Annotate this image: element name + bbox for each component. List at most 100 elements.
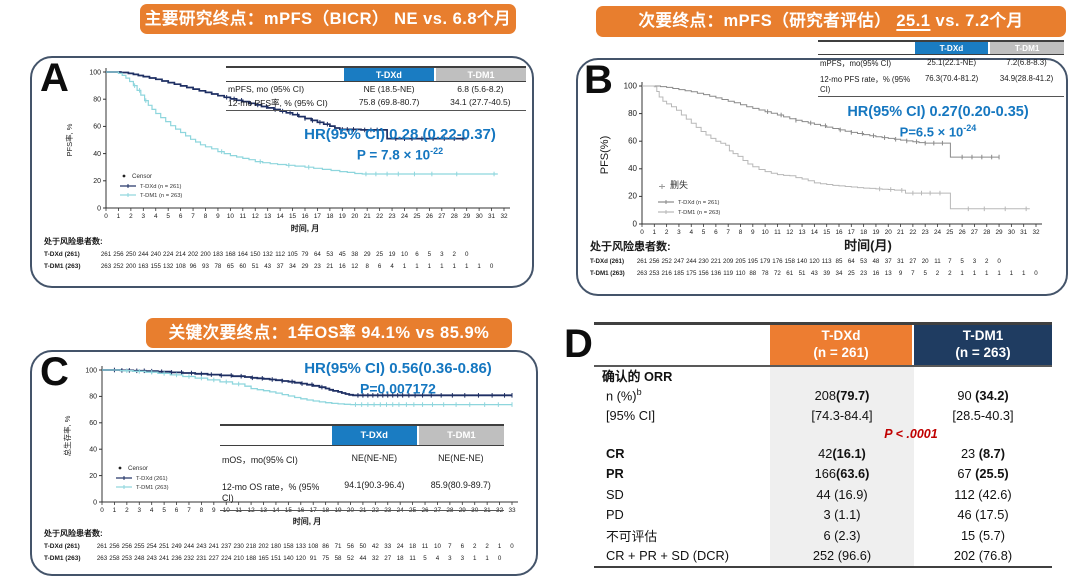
x-tick-label: 4 bbox=[689, 229, 693, 236]
x-tick-label: 19 bbox=[339, 213, 347, 220]
at-risk-row-label: T-DM1 (263) bbox=[44, 555, 80, 562]
x-tick-label: 13 bbox=[264, 213, 272, 220]
legend-censor-label: Censor bbox=[132, 173, 152, 180]
at-risk-value: 48 bbox=[872, 258, 879, 265]
x-tick-label: 13 bbox=[799, 229, 807, 236]
censor-legend-marker bbox=[122, 174, 126, 178]
at-risk-value: 261 bbox=[637, 258, 648, 265]
y-tick-label: 60 bbox=[628, 137, 637, 146]
x-tick-label: 6 bbox=[175, 507, 179, 514]
y-tick-label: 80 bbox=[93, 97, 101, 104]
at-risk-value: 250 bbox=[126, 251, 137, 258]
x-tick-label: 28 bbox=[451, 213, 459, 220]
inset-header-row: T-DXd T-DM1 bbox=[226, 68, 526, 82]
at-risk-value: 1 bbox=[485, 555, 489, 562]
at-risk-value: 31 bbox=[897, 258, 904, 265]
panel-b-frame bbox=[576, 58, 1068, 296]
at-risk-value: 58 bbox=[335, 555, 342, 562]
inset-stat-row: 12-mo OS rate，% (95% CI) 94.1(90.3-96.4) 8… bbox=[220, 473, 504, 510]
x-tick-label: 2 bbox=[125, 507, 129, 514]
panel-d: D T-DXd (n = 261) T-DM1 (n = 263) 确认的 ORR n (… bbox=[558, 316, 1070, 576]
at-risk-value: 0 bbox=[498, 555, 502, 562]
x-tick-label: 9 bbox=[212, 507, 216, 514]
at-risk-value: 2 bbox=[453, 251, 457, 258]
inset-stat-tdxd: 94.1(90.3-96.4) bbox=[344, 480, 405, 490]
at-risk-value: 151 bbox=[271, 555, 282, 562]
orr-pvalue-row: P < .0001 bbox=[594, 425, 1052, 443]
inset-stat-label: mPFS, mo (95% CI) bbox=[228, 83, 305, 94]
at-risk-value: 16 bbox=[339, 263, 346, 270]
at-risk-value: 10 bbox=[401, 251, 408, 258]
orr-cell-tdxd: 3 (1.1) bbox=[770, 504, 914, 525]
x-tick-label: 24 bbox=[401, 213, 409, 220]
orr-table-row: 不可评估 6 (2.3) 15 (5.7) bbox=[594, 524, 1052, 546]
at-risk-value: 1 bbox=[985, 270, 989, 277]
at-risk-value: 1 bbox=[473, 555, 477, 562]
at-risk-value: 132 bbox=[163, 263, 174, 270]
orr-row-label: PR bbox=[606, 466, 624, 481]
at-risk-value: 112 bbox=[275, 251, 285, 258]
orr-header-t-dxd: T-DXd (n = 261) bbox=[770, 325, 912, 365]
x-tick-label: 8 bbox=[739, 229, 743, 236]
inset-stat-row: mPFS，mo(95% CI) 25.1(22.1-NE) 7.2(6.8-8.3) bbox=[818, 55, 1064, 71]
at-risk-value: 140 bbox=[797, 258, 808, 265]
at-risk-value: 254 bbox=[147, 543, 158, 550]
orr-cell-tdm1: 67 (25.5) bbox=[957, 466, 1009, 481]
inset-stat-tdm1: 6.8 (5.6-8.2) bbox=[457, 83, 504, 94]
at-risk-value: 7 bbox=[911, 270, 915, 277]
x-tick-label: 6 bbox=[179, 213, 183, 220]
orr-cell-tdm1: 202 (76.8) bbox=[953, 548, 1013, 563]
legend-series-label: T-DXd (n = 261) bbox=[678, 200, 719, 206]
km-curve-t-dm1 bbox=[642, 85, 1030, 210]
at-risk-value: 42 bbox=[372, 543, 379, 550]
at-risk-value: 8 bbox=[365, 263, 369, 270]
panel-b-hr-annotation: HR(95% CI) 0.27(0.20-0.35) P=6.5 × 10-24 bbox=[810, 102, 1066, 142]
at-risk-value: 6 bbox=[415, 251, 419, 258]
legend-series-label: T-DM1 (n = 263) bbox=[678, 210, 720, 216]
legend-series-label: T-DM1 (n = 263) bbox=[140, 193, 182, 199]
y-tick-label: 100 bbox=[624, 81, 638, 90]
orr-cell-tdxd: 42 (16.1) bbox=[770, 442, 914, 464]
panel-a: 主要研究终点：mPFS（BICR） NE vs. 6.8个月 A 0 20 40 60… bbox=[28, 4, 536, 288]
x-tick-label: 32 bbox=[500, 213, 508, 220]
at-risk-title: 处于风险患者数: bbox=[589, 239, 671, 253]
inset-header-row: T-DXd T-DM1 bbox=[220, 426, 505, 446]
at-risk-value: 249 bbox=[171, 543, 182, 550]
panel-a-letter: A bbox=[40, 56, 69, 100]
orr-cell-tdxd bbox=[770, 366, 914, 385]
x-tick-label: 26 bbox=[426, 213, 434, 220]
orr-cell-tdxd: 6 (2.3) bbox=[770, 524, 914, 546]
panel-a-title-banner: 主要研究终点：mPFS（BICR） NE vs. 6.8个月 bbox=[140, 4, 516, 34]
at-risk-value: 38 bbox=[351, 251, 358, 258]
x-tick-label: 10 bbox=[762, 229, 770, 236]
at-risk-value: 180 bbox=[271, 543, 282, 550]
at-risk-value: 132 bbox=[263, 251, 274, 258]
inset-stat-tdm1: 34.9(28.8-41.2) bbox=[999, 73, 1054, 83]
at-risk-value: 255 bbox=[134, 543, 145, 550]
at-risk-value: 252 bbox=[113, 263, 124, 270]
at-risk-value: 0 bbox=[490, 263, 494, 270]
x-tick-label: 11 bbox=[239, 213, 246, 220]
at-risk-value: 78 bbox=[762, 270, 769, 277]
at-risk-value: 241 bbox=[159, 555, 170, 562]
inset-stat-tdxd: NE(NE-NE) bbox=[351, 453, 398, 463]
inset-stat-tdm1: NE(NE-NE) bbox=[438, 453, 484, 463]
orr-header-spacer bbox=[594, 325, 770, 365]
at-risk-value: 1 bbox=[415, 263, 419, 270]
at-risk-value: 43 bbox=[811, 270, 818, 277]
at-risk-value: 218 bbox=[246, 543, 257, 550]
x-tick-label: 12 bbox=[786, 229, 794, 236]
legend-censor-label: 删失 bbox=[670, 179, 688, 190]
at-risk-value: 16 bbox=[872, 270, 879, 277]
y-tick-label: 100 bbox=[85, 367, 97, 374]
y-tick-label: 20 bbox=[93, 178, 101, 185]
at-risk-value: 230 bbox=[698, 258, 709, 265]
x-tick-label: 1 bbox=[653, 229, 657, 236]
legend-censor-label: Censor bbox=[128, 465, 148, 472]
at-risk-value: 6 bbox=[378, 263, 382, 270]
at-risk-value: 188 bbox=[246, 555, 257, 562]
y-axis-label: 总生存率, % bbox=[62, 415, 72, 456]
y-tick-label: 40 bbox=[93, 151, 101, 158]
at-risk-value: 158 bbox=[283, 543, 294, 550]
orr-row-label: PD bbox=[606, 507, 624, 522]
